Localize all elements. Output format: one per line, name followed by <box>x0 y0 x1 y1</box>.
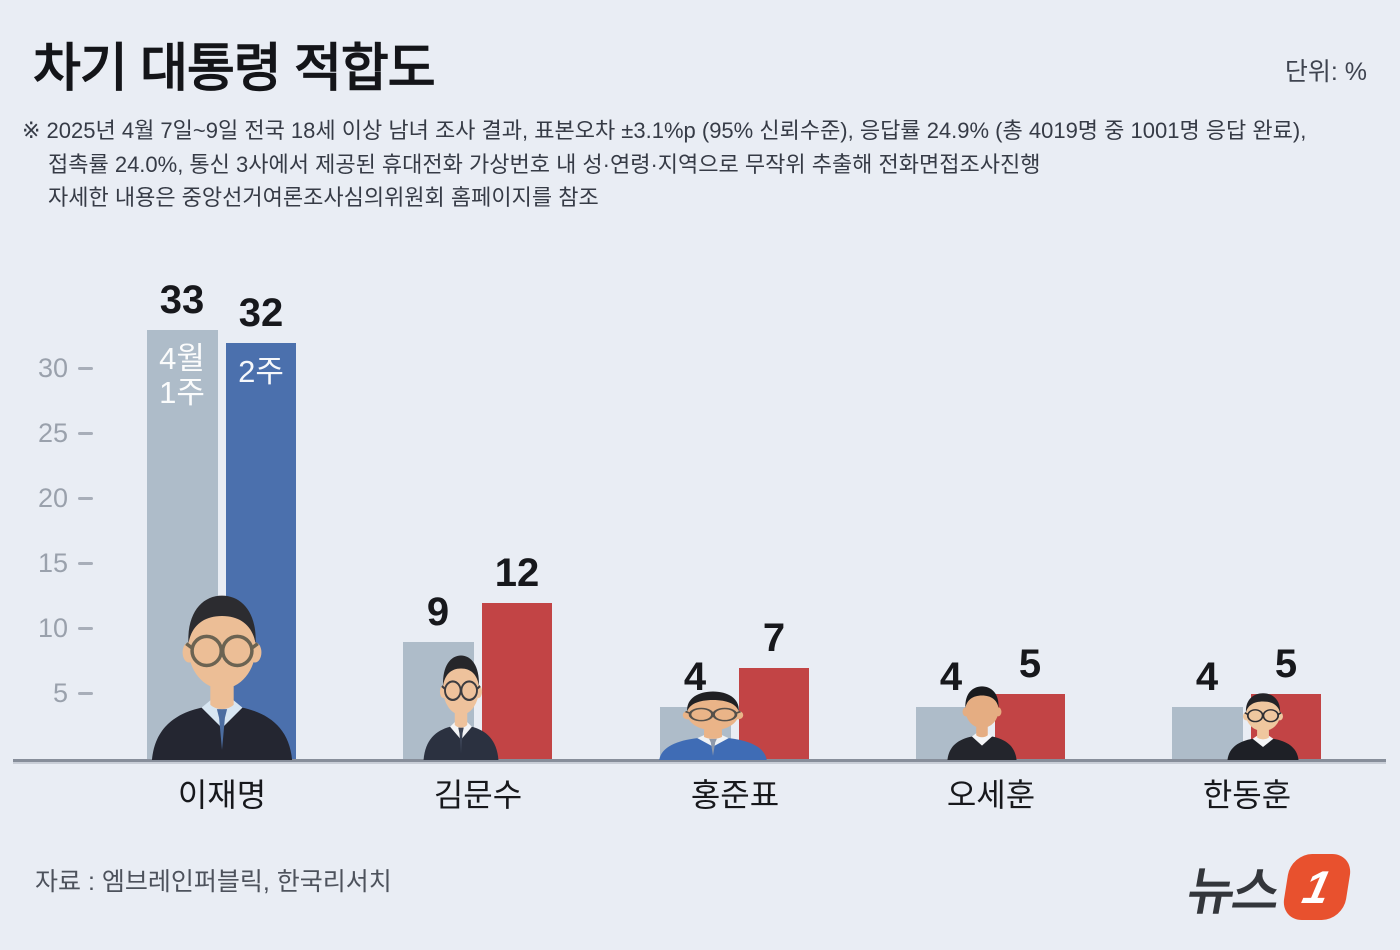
note-line-3: 자세한 내용은 중앙선거여론조사심의위원회 홈페이지를 참조 <box>48 185 599 210</box>
series-label-in-bar: 4월 1주 <box>159 341 205 410</box>
page-title: 차기 대통령 적합도 <box>33 40 436 98</box>
source-label: 자료 : 엠브레인퍼블릭, 한국리서치 <box>35 868 392 896</box>
y-tick-dash <box>78 367 93 370</box>
candidate-label: 김문수 <box>433 777 523 813</box>
bar-value-label: 7 <box>762 616 786 660</box>
news1-logo-text: 뉴스 <box>1183 863 1284 920</box>
y-tick: 25 <box>20 418 93 449</box>
y-tick-dash <box>78 692 93 695</box>
bar-previous-week <box>147 330 218 759</box>
series-label-in-bar: 2주 <box>238 354 284 389</box>
candidate-photo <box>657 680 769 760</box>
news1-logo-badge: 1 <box>1280 854 1354 920</box>
candidate-photo <box>1226 682 1300 760</box>
unit-label: 단위: % <box>1284 58 1367 86</box>
bar-value-label: 9 <box>426 590 450 634</box>
candidate-label: 오세훈 <box>946 777 1036 813</box>
bar-value-label: 4 <box>1195 655 1219 699</box>
note-line-1: ※ 2025년 4월 7일~9일 전국 18세 이상 남녀 조사 결과, 표본오… <box>22 118 1307 143</box>
y-tick-dash <box>78 562 93 565</box>
candidate-photo <box>946 674 1018 760</box>
bar-value-label: 5 <box>1274 642 1298 686</box>
y-tick-label: 15 <box>37 548 68 578</box>
bar-value-label: 4 <box>683 655 707 699</box>
candidate-label: 이재명 <box>177 777 267 813</box>
bar-value-label: 32 <box>238 291 284 335</box>
y-tick-label: 20 <box>37 483 68 513</box>
note-line-2: 접촉률 24.0%, 통신 3사에서 제공된 휴대전화 가상번호 내 성·연령·… <box>48 151 1041 177</box>
y-tick-dash <box>78 432 93 435</box>
candidate-photo <box>149 568 295 760</box>
candidate-label: 홍준표 <box>690 777 780 813</box>
y-tick: 20 <box>20 483 93 514</box>
candidate-label: 한동훈 <box>1202 777 1292 813</box>
y-tick-dash <box>78 627 93 630</box>
bar-current-week <box>226 343 296 759</box>
y-tick: 10 <box>20 613 93 644</box>
methodology-note: ※ 2025년 4월 7일~9일 전국 18세 이상 남녀 조사 결과, 표본오… <box>22 114 1306 215</box>
bar-value-label: 33 <box>159 278 205 322</box>
bar-value-label: 5 <box>1018 642 1042 686</box>
candidate-photo <box>422 638 500 760</box>
y-tick-label: 30 <box>37 353 68 383</box>
y-tick: 15 <box>20 548 93 579</box>
y-tick-label: 5 <box>52 678 68 708</box>
news1-logo: 뉴스 1 <box>1183 850 1354 924</box>
y-tick: 30 <box>20 353 93 384</box>
y-tick-label: 25 <box>37 418 68 448</box>
x-axis-line <box>13 759 1386 762</box>
y-tick: 5 <box>20 678 93 709</box>
y-tick-dash <box>78 497 93 500</box>
bar-value-label: 4 <box>939 655 963 699</box>
news1-logo-badge-number: 1 <box>1298 861 1336 913</box>
y-tick-label: 10 <box>37 613 68 643</box>
bar-current-week <box>482 603 552 759</box>
bar-value-label: 12 <box>494 551 540 595</box>
